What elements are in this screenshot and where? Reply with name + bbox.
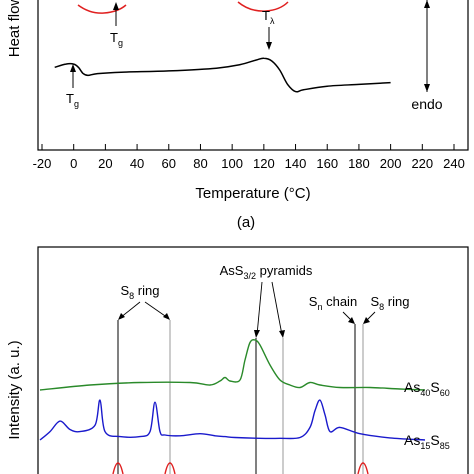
panel-a-x-tick-label: 20	[98, 156, 112, 171]
panel-a-x-tick-label: 140	[285, 156, 307, 171]
panel-a-x-tick-label: 220	[411, 156, 433, 171]
panel-a-endo-arrowhead-down	[424, 84, 430, 92]
panel-a-x-tick-label: 120	[253, 156, 275, 171]
panel-a-caption: (a)	[237, 214, 255, 231]
panel-a-x-tick-label: 160	[316, 156, 338, 171]
panel-b-ass-pointer-left-head	[254, 330, 260, 338]
panel-b-series-as15s85	[39, 399, 426, 441]
panel-a-dsc-curve	[54, 57, 391, 93]
panel-a-plot-frame	[37, 0, 469, 151]
panel-a-endo-arrowhead-up	[424, 0, 430, 8]
panel-a-x-tick-label: 200	[380, 156, 402, 171]
panel-b-sn-pointer-head	[348, 317, 355, 324]
panel-a-x-tick-label: 100	[221, 156, 243, 171]
panel-a-x-tick-label: 0	[70, 156, 77, 171]
panel-b-ass-pointer-left	[256, 281, 263, 336]
panel-b-sn-chain-label: Sn chain	[309, 294, 357, 312]
panel-a-tg-label-upper: Tg	[110, 30, 123, 48]
panel-b-ass-pointer-right	[271, 281, 283, 336]
panel-a-tg-label-lower: Tg	[66, 91, 79, 109]
panel-b-plot-frame	[37, 246, 469, 474]
panel-a-tg-arrowhead-upper	[113, 2, 119, 10]
panel-b: Intensity (a. u.) S8 ring AsS3/2 pyramid…	[6, 246, 469, 474]
panel-b-ass-pyramids-label: AsS3/2 pyramids	[220, 263, 313, 281]
panel-a-x-tick-label: 60	[162, 156, 176, 171]
panel-b-ylabel: Intensity (a. u.)	[6, 340, 23, 439]
panel-a-xlabel: Temperature (°C)	[195, 185, 310, 202]
panel-a-red-trace-left	[77, 4, 127, 14]
panel-a-x-tick-label: 80	[193, 156, 207, 171]
panel-b-s8-pointer-right-head	[163, 313, 170, 320]
panel-a-tg-arrowhead-lower	[70, 64, 76, 72]
panel-b-red-peak-1	[112, 462, 124, 474]
panel-b-s8-ring-label-right: S8 ring	[371, 294, 410, 312]
panel-b-label-as40s60: As40S60	[404, 379, 450, 398]
panel-b-red-peak-2	[164, 462, 176, 474]
panel-a-tlambda-label: Tλ	[262, 8, 275, 26]
panel-a-ylabel: Heat flow	[6, 0, 23, 57]
panel-b-ass-pointer-right-head	[279, 330, 285, 338]
panel-b-red-peak-3	[357, 462, 369, 474]
panel-a-x-axis: -20 0 20 40 60 80 100 120 140 160 180 200 220 240	[33, 144, 465, 171]
panel-a-tlambda-arrowhead	[266, 42, 272, 50]
panel-a-x-tick-label: 180	[348, 156, 370, 171]
panel-b-series-as40s60	[39, 339, 426, 391]
panel-a-red-trace-right	[237, 1, 289, 12]
panel-a-x-tick-label: -20	[33, 156, 52, 171]
panel-b-s8-pointer-right	[144, 301, 169, 319]
panel-b-s8-ring-label: S8 ring	[121, 283, 160, 301]
panel-a-endo-label: endo	[411, 96, 442, 112]
panel-b-s8-pointer-left-head	[118, 313, 125, 320]
panel-b-label-as15s85: As15S85	[404, 432, 450, 451]
panel-a: Heat flow Tg Tλ Tg endo -20 0 20 40 60 80 100 1…	[6, 0, 469, 231]
panel-a-x-tick-label: 40	[130, 156, 144, 171]
panel-a-x-tick-label: 240	[443, 156, 465, 171]
panel-b-s8b-pointer-head	[363, 317, 370, 324]
